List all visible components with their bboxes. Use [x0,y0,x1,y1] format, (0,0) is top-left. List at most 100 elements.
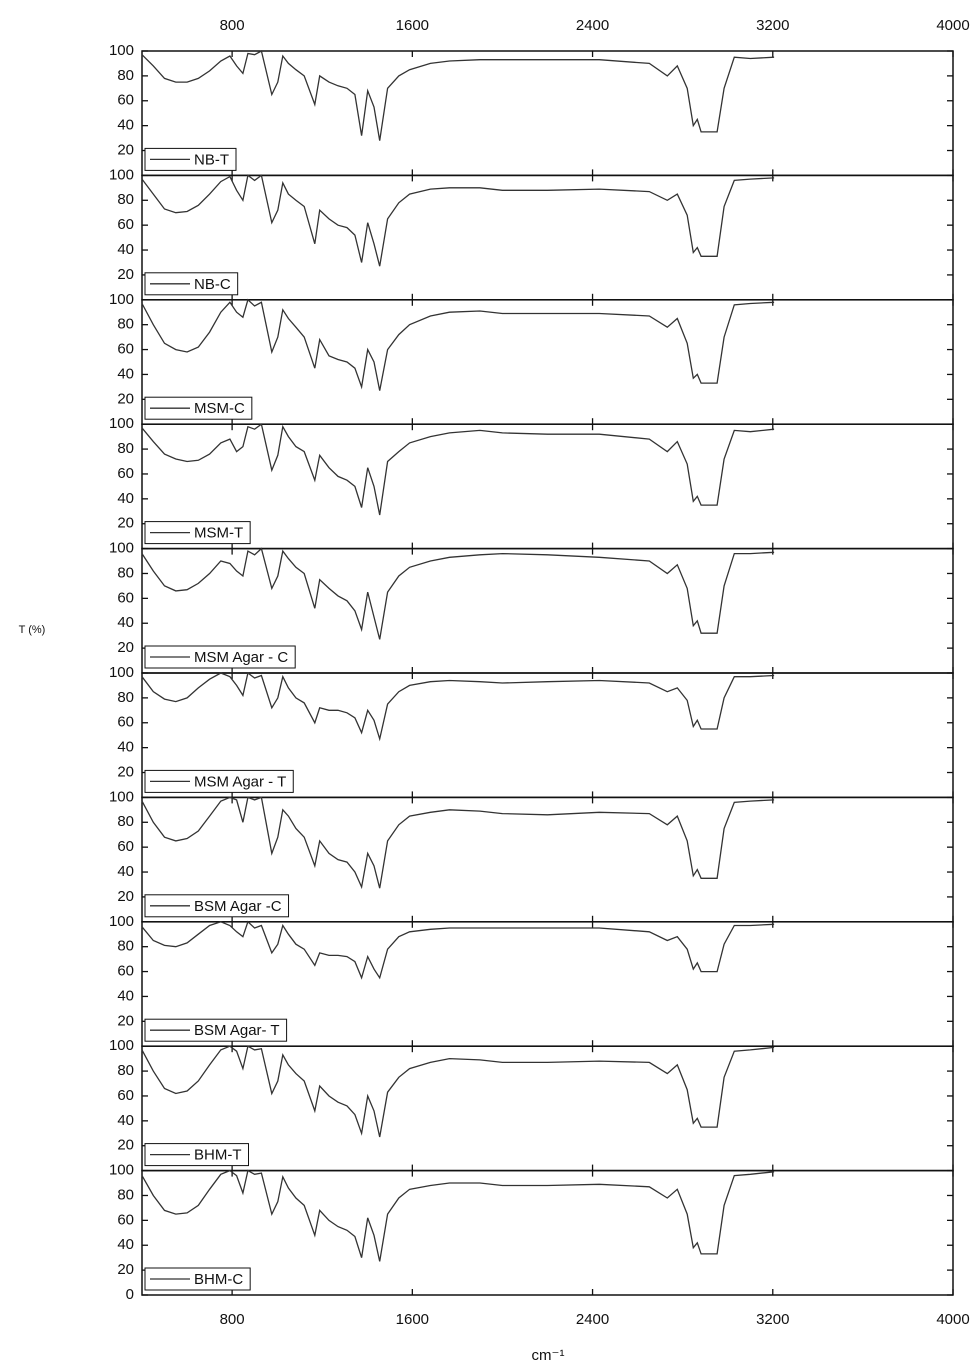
y-tick-label: 40 [117,241,134,258]
y-tick-label: 80 [117,316,134,333]
panel-frame [141,1169,954,1296]
legend-label: BSM Agar -C [194,898,282,915]
x-tick-label: 1600 [396,17,429,34]
y-tick-label: 60 [117,589,134,606]
legend-box [144,894,290,918]
y-tick-label: 20 [117,763,134,780]
x-tick-label: 800 [220,1311,245,1328]
y-tick-label: 60 [117,92,134,109]
y-tick-label: 20 [117,1137,134,1154]
legend-box [144,645,296,669]
y-tick-label: 40 [117,1236,134,1253]
spectrum-line [141,547,775,640]
y-tick-label: 60 [117,1087,134,1104]
legend-box [144,272,239,296]
y-tick-label: 100 [109,788,134,805]
y-tick-label: 40 [117,365,134,382]
y-tick-label: 100 [109,415,134,432]
y-tick-label: 60 [117,216,134,233]
y-tick-label: 40 [117,987,134,1004]
y-tick-label: 100 [109,291,134,308]
y-tick-label: 80 [117,1062,134,1079]
legend-label: BHM-T [194,1147,242,1164]
y-tick-label: 80 [117,67,134,84]
x-tick-label: 2400 [576,17,609,34]
spectrum-line [141,174,775,267]
legend-label: BHM-C [194,1271,243,1288]
x-tick-label: 4000 [936,17,969,34]
legend-label: MSM Agar - C [194,649,288,666]
y-tick-label: 100 [109,913,134,930]
y-tick-label: 20 [117,1261,134,1278]
spectrum-line [141,671,775,742]
y-tick-label: 100 [109,664,134,681]
y-tick-label: 80 [117,689,134,706]
y-axis-label: T (%) [19,624,46,636]
legend-box [144,1143,249,1167]
panel-frame [141,1045,954,1172]
y-tick-label: 100 [109,540,134,557]
y-tick-label: 60 [117,1211,134,1228]
y-tick-label: 80 [117,1186,134,1203]
y-tick-label: 80 [117,440,134,457]
y-tick-label: 40 [117,490,134,507]
spectrum-line [141,1045,775,1138]
y-tick-label: 100 [109,1162,134,1179]
legend-label: MSM-T [194,525,243,542]
y-tick-label: 80 [117,564,134,581]
legend-box [144,147,237,171]
y-tick-label: 80 [117,938,134,955]
y-tick-label: 40 [117,863,134,880]
spectrum-line [141,50,775,141]
panel-frame [141,423,954,550]
spectrum-line [141,423,775,516]
x-tick-label: 1600 [396,1311,429,1328]
panel-frame [141,299,954,425]
y-tick-label: 40 [117,1112,134,1129]
y-tick-label: 60 [117,714,134,731]
y-tick-label: 100 [109,166,134,183]
y-tick-label: 60 [117,838,134,855]
y-tick-label: 20 [117,266,134,283]
spectrum-line [141,1169,775,1262]
y-tick-label: 80 [117,813,134,830]
legend-box [144,1267,251,1291]
y-tick-label: 40 [117,739,134,756]
y-tick-label: 40 [117,614,134,631]
y-tick-label: 60 [117,465,134,482]
legend-box [144,769,294,793]
legend-label: NB-T [194,151,229,168]
y-tick-label: 20 [117,390,134,407]
x-axis-label: cm⁻¹ [532,1347,565,1364]
legend-box [144,1018,288,1042]
y-tick-label: 20 [117,515,134,532]
legend-label: BSM Agar- T [194,1022,280,1039]
legend-label: NB-C [194,276,231,293]
legend-box [144,521,251,545]
spectrum-line [141,920,775,980]
panel-frame [141,50,954,177]
legend-label: MSM Agar - T [194,773,286,790]
y-tick-label: 80 [117,191,134,208]
spectrum-line [141,298,775,391]
spectrum-line [141,796,775,890]
x-tick-label: 4000 [936,1311,969,1328]
y-tick-label: 20 [117,141,134,158]
y-tick-label: 60 [117,341,134,358]
legend-label: MSM-C [194,400,245,417]
x-tick-label: 3200 [756,1311,789,1328]
panel-frame [141,174,954,301]
x-tick-label: 3200 [756,17,789,34]
y-tick-label: 0 [126,1286,134,1303]
y-tick-label: 60 [117,963,134,980]
x-tick-label: 2400 [576,1311,609,1328]
y-tick-label: 100 [109,42,134,59]
y-tick-label: 100 [109,1037,134,1054]
y-tick-label: 20 [117,639,134,656]
y-tick-label: 20 [117,1012,134,1029]
y-tick-label: 20 [117,888,134,905]
x-tick-label: 800 [220,17,245,34]
legend-box [144,396,253,420]
y-tick-label: 40 [117,117,134,134]
